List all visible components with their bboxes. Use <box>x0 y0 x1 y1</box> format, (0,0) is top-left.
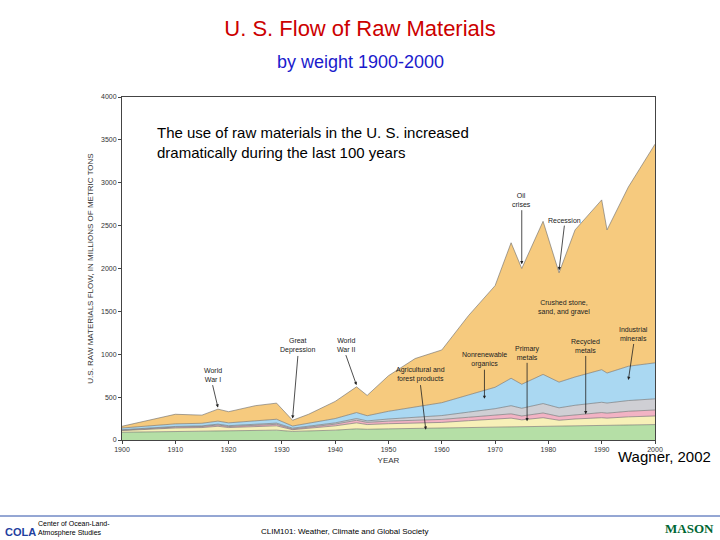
svg-text:2000: 2000 <box>101 265 117 272</box>
svg-text:Primarymetals: Primarymetals <box>515 345 540 361</box>
svg-text:1990: 1990 <box>594 446 610 453</box>
svg-text:3500: 3500 <box>101 136 117 143</box>
svg-text:1960: 1960 <box>434 446 450 453</box>
svg-text:0: 0 <box>113 436 117 443</box>
svg-text:500: 500 <box>105 394 117 401</box>
svg-text:GreatDepression: GreatDepression <box>280 337 316 354</box>
svg-text:Crushed stone,sand, and gravel: Crushed stone,sand, and gravel <box>538 299 590 316</box>
svg-text:Agricultural andforest product: Agricultural andforest products <box>396 366 445 383</box>
svg-text:Oilcrises: Oilcrises <box>512 192 531 208</box>
svg-text:3000: 3000 <box>101 179 117 186</box>
svg-text:4000: 4000 <box>101 93 117 100</box>
svg-text:CLIM101: Weather, Climate and: CLIM101: Weather, Climate and Global Soc… <box>261 527 429 536</box>
svg-text:U. S. Flow of Raw Materials: U. S. Flow of Raw Materials <box>224 16 495 41</box>
svg-text:1930: 1930 <box>274 446 290 453</box>
svg-text:Wagner, 2002: Wagner, 2002 <box>618 448 711 465</box>
svg-text:Industrialminerals: Industrialminerals <box>619 326 648 342</box>
svg-text:1900: 1900 <box>114 446 130 453</box>
svg-text:1500: 1500 <box>101 308 117 315</box>
svg-text:Recycledmetals: Recycledmetals <box>571 338 600 354</box>
svg-text:1920: 1920 <box>221 446 237 453</box>
svg-text:YEAR: YEAR <box>378 456 400 465</box>
svg-text:1000: 1000 <box>101 351 117 358</box>
svg-text:2000: 2000 <box>647 446 663 453</box>
svg-text:1910: 1910 <box>168 446 184 453</box>
svg-text:MASON: MASON <box>665 521 714 536</box>
svg-text:U.S. RAW MATERIALS FLOW, IN MI: U.S. RAW MATERIALS FLOW, IN MILLIONS OF … <box>86 153 95 383</box>
svg-text:Nonrenewableorganics: Nonrenewableorganics <box>462 351 507 368</box>
svg-text:Recession: Recession <box>548 217 581 224</box>
svg-text:1980: 1980 <box>541 446 557 453</box>
svg-text:2500: 2500 <box>101 222 117 229</box>
svg-text:WorldWar I: WorldWar I <box>204 367 222 383</box>
svg-text:The use of raw materials in th: The use of raw materials in the U. S. in… <box>157 124 469 161</box>
svg-text:1940: 1940 <box>327 446 343 453</box>
svg-text:WorldWar II: WorldWar II <box>337 337 355 353</box>
svg-text:1950: 1950 <box>381 446 397 453</box>
svg-text:1970: 1970 <box>487 446 503 453</box>
svg-text:by weight 1900-2000: by weight 1900-2000 <box>277 52 444 72</box>
svg-text:COLA: COLA <box>5 526 36 538</box>
svg-text:Center of Ocean-Land-Atmospher: Center of Ocean-Land-Atmosphere Studies <box>38 520 110 537</box>
